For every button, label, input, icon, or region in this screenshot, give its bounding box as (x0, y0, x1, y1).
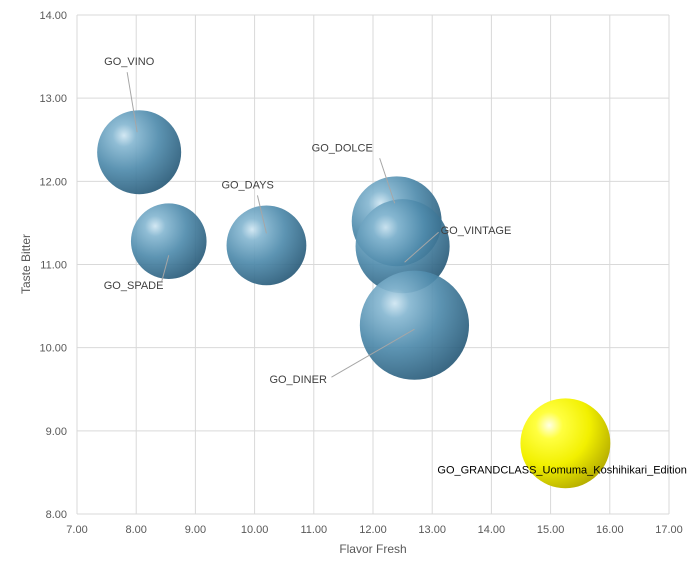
leader-line (161, 255, 170, 282)
leader-line (256, 195, 267, 234)
x-tick-label: 17.00 (655, 524, 683, 536)
bubble-label: GO_VINO (104, 56, 155, 68)
y-tick-label: 13.00 (39, 93, 67, 105)
x-tick-label: 12.00 (359, 524, 387, 536)
y-tick-label: 14.00 (39, 10, 67, 22)
bubble-go-spade (130, 203, 207, 280)
bubbles (97, 110, 611, 489)
x-axis-ticks: 7.00 8.00 9.00 10.00 11.00 12.00 13.00 14.00 15.… (66, 524, 682, 536)
x-tick-label: 8.00 (125, 524, 146, 536)
bubble-go-vintage (355, 199, 450, 294)
x-tick-label: 11.00 (300, 524, 327, 536)
y-axis-ticks: 8.00 9.00 10.00 11.00 12.00 13.00 14.00 (39, 10, 67, 521)
y-tick-label: 9.00 (46, 426, 67, 438)
bubble-label: GO_SPADE (104, 280, 164, 292)
bubble-go-diner (359, 270, 470, 380)
bubble-label: GO_DOLCE (312, 142, 373, 154)
leader-line (404, 231, 439, 263)
leader-line (331, 328, 415, 378)
bubble-go-days (226, 205, 307, 286)
bubble-label: GO_DINER (269, 374, 327, 386)
y-tick-label: 8.00 (46, 509, 67, 521)
x-tick-label: 15.00 (537, 524, 565, 536)
x-axis-title: Flavor Fresh (339, 542, 406, 556)
y-tick-label: 10.00 (39, 343, 67, 355)
bubble-label: GO_GRANDCLASS_Uomuma_Koshihikari_Edition (437, 464, 686, 476)
leader-line (379, 158, 396, 204)
x-tick-label: 10.00 (241, 524, 269, 536)
bubble-label: GO_DAYS (221, 179, 273, 191)
x-tick-label: 13.00 (418, 524, 446, 536)
x-tick-label: 9.00 (185, 524, 206, 536)
bubble-go-grandclass-uomuma-koshihikari-edition (520, 398, 611, 489)
y-axis-title: Taste Bitter (19, 234, 33, 294)
y-tick-label: 12.00 (39, 176, 67, 188)
leader-line (126, 72, 138, 133)
bubble-go-vino (97, 110, 182, 195)
x-tick-label: 16.00 (596, 524, 624, 536)
bubble-labels: GO_VINO GO_SPADE GO_DAYS GO_DOLCE GO_VINTAGE… (104, 56, 687, 476)
x-tick-label: 7.00 (66, 524, 87, 536)
x-tick-label: 14.00 (478, 524, 506, 536)
bubble-label: GO_VINTAGE (441, 225, 512, 237)
y-tick-label: 11.00 (40, 260, 67, 272)
